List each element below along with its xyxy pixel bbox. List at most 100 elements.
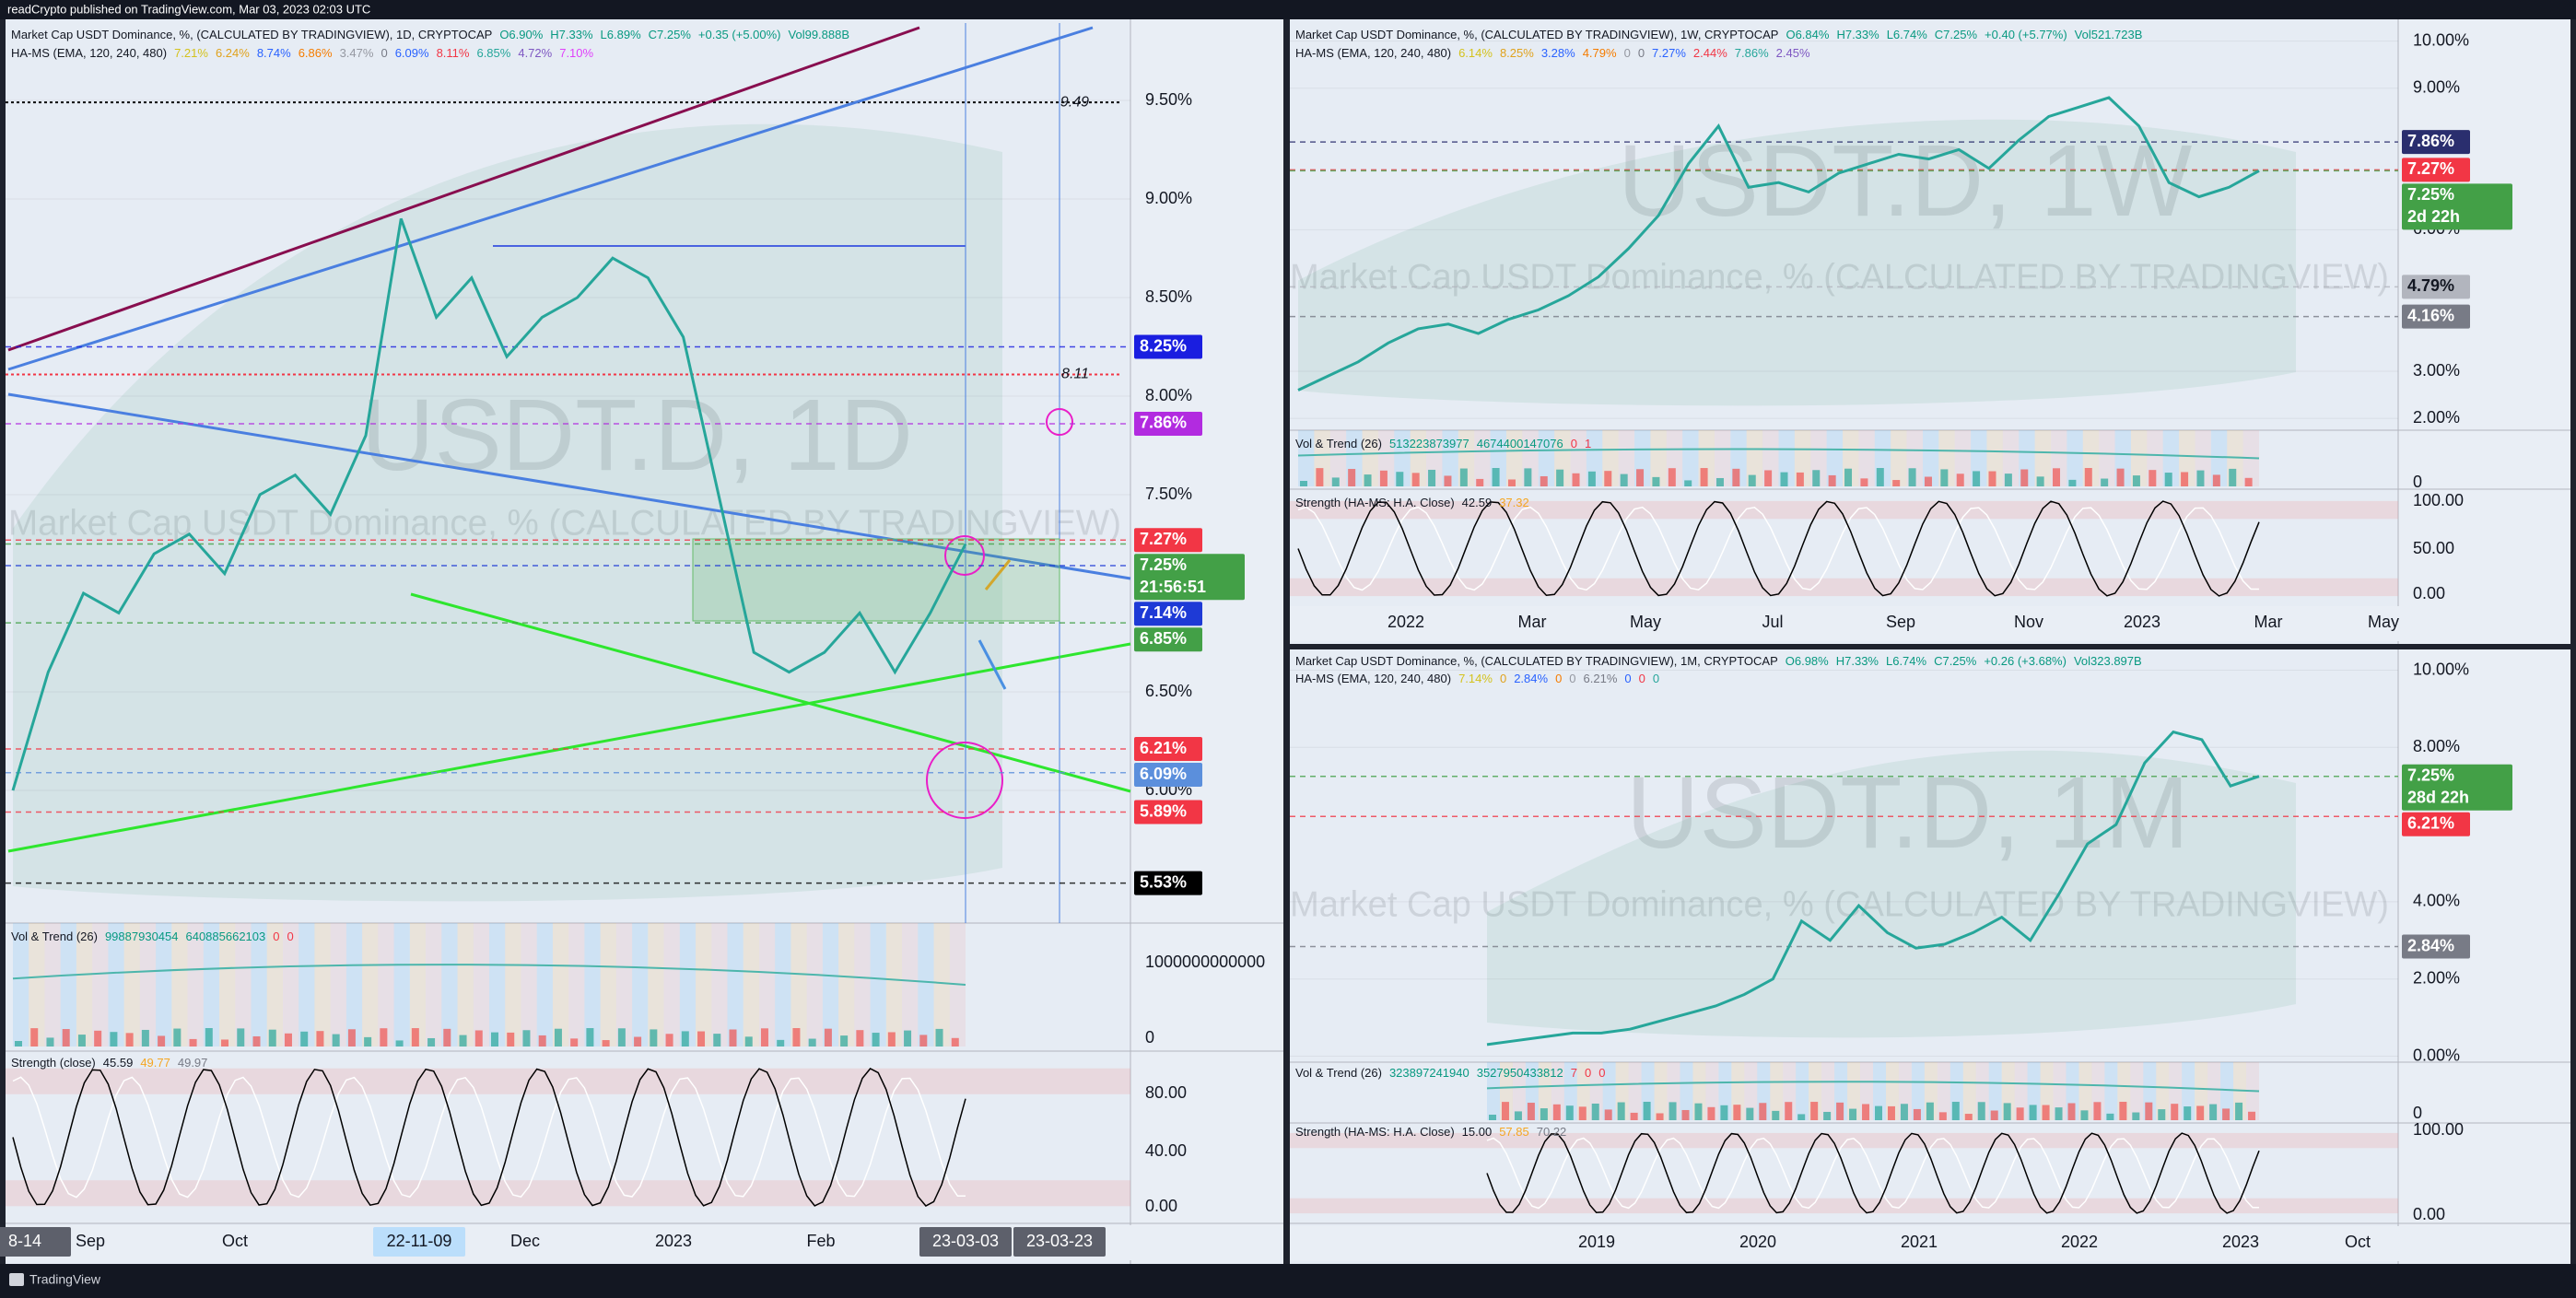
indicator-value: 0: [1638, 46, 1645, 60]
vol-stripe: [1937, 1062, 1950, 1120]
header-title: Market Cap USDT Dominance, %, (CALCULATE…: [1295, 28, 1778, 41]
strength-line: [1486, 1137, 2259, 1210]
vol-bar: [1876, 468, 1884, 486]
vol-stripe: [362, 923, 379, 1047]
vol-bar: [634, 1036, 642, 1047]
vol-stripe: [2162, 430, 2180, 486]
chart-panel: USDT.D, 1W Market Cap USDT Dominance, % (…: [1290, 19, 2570, 644]
vol-stripe: [92, 923, 109, 1047]
vol-stripe: [806, 923, 823, 1047]
vol-bar: [1684, 480, 1692, 486]
pane-value: 49.97: [178, 1056, 208, 1070]
vol-bar: [491, 1032, 498, 1047]
vol-bar: [347, 1029, 356, 1047]
vol-bar: [1591, 1103, 1599, 1120]
price-tag: [1134, 800, 1202, 824]
vol-stripe: [1962, 1062, 1976, 1120]
vol-stripe: [76, 923, 93, 1047]
vol-bar: [1875, 1105, 1882, 1120]
vol-bar: [1604, 471, 1612, 486]
time-tag-label: 22-11-09: [387, 1232, 452, 1250]
watermark: USDT.D, 1M: [1626, 756, 2189, 870]
vol-stripe: [1410, 430, 1427, 486]
header-ohlc: Vol323.897B: [2074, 654, 2142, 668]
indicator-name: HA-MS (EMA, 120, 240, 480): [1295, 46, 1451, 60]
x-tick-label: Dec: [510, 1232, 540, 1250]
vol-bar: [951, 1037, 959, 1047]
vol-bar: [1887, 1105, 1895, 1120]
price-tag: [1134, 763, 1202, 788]
vol-stripe: [13, 923, 29, 1047]
indicator-value: 6.14%: [1458, 46, 1493, 60]
x-tick-label: Oct: [2345, 1233, 2371, 1251]
vol-stripe: [171, 923, 188, 1047]
vol-stripe: [1474, 430, 1491, 486]
vol-stripe: [1628, 1062, 1642, 1120]
pane-axis-label: 100.00: [2413, 1120, 2464, 1139]
vol-bar: [2171, 1104, 2179, 1120]
vol-stripe: [1487, 1062, 1500, 1120]
vol-bar: [2149, 470, 2157, 486]
vol-stripe: [1858, 430, 1875, 486]
vol-stripe: [345, 923, 363, 1047]
vol-stripe: [139, 923, 157, 1047]
pane-axis-label: 0: [1145, 1028, 1154, 1047]
vol-bar: [1379, 470, 1388, 486]
price-tag-label: 7.86%: [2407, 132, 2454, 150]
vol-stripe: [615, 923, 633, 1047]
footer-text[interactable]: TradingView: [29, 1272, 101, 1287]
header-ohlc: H7.33%: [1836, 654, 1879, 668]
y-tick-label: 2.00%: [2413, 408, 2460, 427]
vol-bar: [2101, 478, 2109, 486]
vol-bar: [777, 1039, 785, 1047]
vol-bar: [2029, 1105, 2037, 1120]
vol-bar: [840, 1035, 849, 1047]
vol-bar: [1652, 476, 1660, 486]
vol-bar: [15, 1041, 22, 1047]
ema-cloud: [1487, 750, 2296, 1038]
vol-stripe: [1654, 1062, 1668, 1120]
indicator-value: 0: [1569, 672, 1575, 685]
vol-bar: [2164, 473, 2172, 486]
price-tag-label: 4.16%: [2407, 306, 2454, 324]
vol-bar: [427, 1037, 436, 1047]
vol-bar: [1772, 1110, 1780, 1120]
vol-stripe: [1650, 430, 1667, 486]
vol-bar: [1617, 1102, 1625, 1120]
price-tag: [1134, 528, 1202, 553]
vol-stripe: [933, 923, 950, 1047]
vol-bar: [1780, 472, 1788, 486]
vol-stripe: [123, 923, 140, 1047]
vol-bar: [1823, 1111, 1832, 1120]
price-tag-label: 7.14%: [1140, 603, 1187, 622]
vol-bar: [1797, 1114, 1806, 1120]
pane-axis-label: 0.00: [2413, 584, 2445, 602]
drawing-circle: [1046, 408, 1073, 436]
price-tag: [2402, 275, 2470, 299]
header-ohlc: O6.98%: [1786, 654, 1829, 668]
panel-bg: [1290, 649, 2570, 1264]
vol-bar: [94, 1030, 102, 1047]
vol-stripe: [1922, 430, 1939, 486]
vol-bar: [2235, 1102, 2243, 1120]
price-tag-label: 7.25%: [1140, 555, 1187, 574]
close-line: [11, 217, 967, 791]
indicator-value: 0: [1555, 672, 1562, 685]
indicator-value: 7.86%: [1735, 46, 1769, 60]
vol-stripe: [711, 923, 728, 1047]
vol-stripe: [203, 923, 220, 1047]
vol-bar: [697, 1031, 706, 1047]
vol-stripe: [409, 923, 427, 1047]
x-tick-label: May: [1630, 613, 1661, 631]
vol-stripe: [1794, 430, 1811, 486]
pane-name: Vol & Trend (26): [11, 930, 98, 943]
y-tick-label: 4.00%: [2413, 892, 2460, 910]
trend-line: [1297, 448, 2260, 460]
x-tick-label: 2020: [1739, 1233, 1776, 1251]
vol-stripe: [29, 923, 45, 1047]
price-tag-label: 5.53%: [1140, 872, 1187, 891]
vol-stripe: [282, 923, 299, 1047]
price-tag-label: 6.85%: [1140, 629, 1187, 648]
vol-bar: [237, 1028, 245, 1047]
